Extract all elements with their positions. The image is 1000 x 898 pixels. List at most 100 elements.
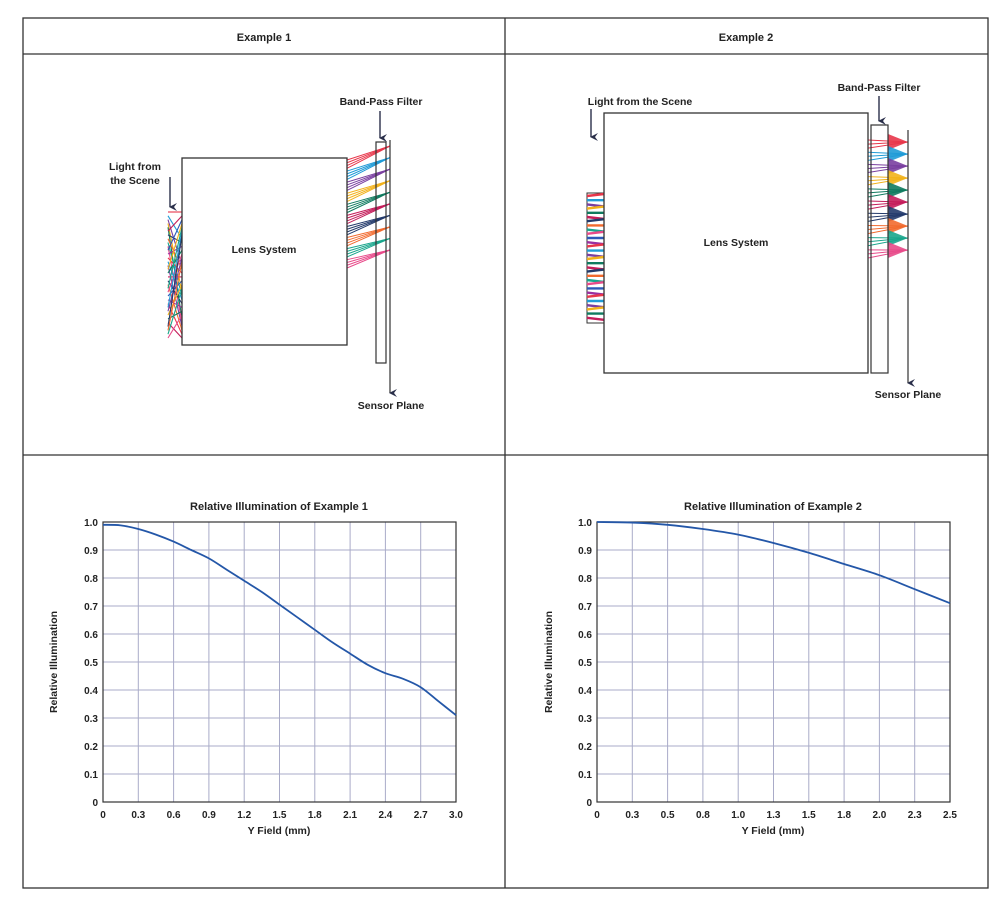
- chart2-plot-frame: [596, 521, 951, 803]
- example1-light-label-line1: Light from: [109, 161, 161, 173]
- chart2-x-tick-label: 0.5: [661, 810, 675, 821]
- example2-header: Example 2: [719, 32, 773, 44]
- chart1-x-axis-label: Y Field (mm): [248, 825, 311, 837]
- example1-input-ray: [167, 288, 183, 335]
- example1-band-pass-label: Band-Pass Filter: [340, 96, 423, 108]
- chart1-x-tick-label: 2.4: [378, 810, 392, 821]
- chart2-y-tick-label: 0.5: [578, 658, 592, 669]
- example1-input-ray: [167, 227, 183, 289]
- chart2-x-tick-label: 0.3: [625, 810, 639, 821]
- example1-output-ray: [346, 249, 391, 269]
- chart1-x-tick-label: 1.5: [273, 810, 287, 821]
- chart1-plot-frame: [102, 521, 457, 803]
- chart2-x-tick-label: 2.5: [943, 810, 957, 821]
- chart1-y-tick-label: 0.7: [84, 602, 98, 613]
- example1-light-label-line2: the Scene: [110, 175, 160, 187]
- example1-output-ray: [346, 191, 391, 214]
- chart1-x-tick-label: 0: [100, 810, 106, 821]
- example1-output-ray: [346, 180, 391, 202]
- chart1-x-tick-label: 2.7: [414, 810, 428, 821]
- chart1-series-line: [102, 523, 457, 716]
- chart2-y-tick-label: 0.3: [578, 714, 592, 725]
- chart2-y-tick-label: 0.6: [578, 630, 592, 641]
- example2-ray-wedge: [888, 134, 908, 150]
- example1-output-ray: [346, 226, 391, 247]
- chart1-y-tick-label: 0.2: [84, 742, 98, 753]
- example2-lens-system-box: [603, 112, 869, 374]
- example1-input-ray: [167, 261, 183, 331]
- example2-ray-wedge: [888, 206, 908, 222]
- example1-input-ray: [167, 219, 183, 251]
- chart1-y-tick-label: 0.3: [84, 714, 98, 725]
- chart1-y-tick-label: 0.5: [84, 658, 98, 669]
- example2-output-rays: [867, 134, 909, 259]
- chart2-y-tick-label: 0: [586, 798, 592, 809]
- example2-ray-wedge: [888, 170, 908, 186]
- example2-light-label: Light from the Scene: [588, 96, 693, 108]
- example2-ray-wedge: [888, 194, 908, 210]
- example1-header: Example 1: [237, 32, 291, 44]
- chart1-x-tick-label: 0.9: [202, 810, 216, 821]
- chart2-x-tick-label: 1.0: [731, 810, 745, 821]
- chart1-x-tick-label: 2.1: [343, 810, 357, 821]
- chart2-gridlines: [597, 522, 950, 802]
- chart2-y-tick-label: 0.1: [578, 770, 592, 781]
- example2-input-ray: [586, 306, 605, 311]
- example1-output-ray: [346, 168, 391, 191]
- chart2-y-tick-label: 0.8: [578, 574, 592, 585]
- example2-ray-wedge: [888, 158, 908, 174]
- example1-input-ray: [167, 257, 183, 312]
- example1-input-ray: [167, 215, 183, 240]
- chart1-y-tick-label: 0.8: [84, 574, 98, 585]
- example2-diagram: Band-Pass Filter Light from the Scene Le…: [586, 82, 942, 401]
- chart2-x-ticks: 0 0.3 0.5 0.8 1.0 1.3 1.5 1.8 2.0 2.3 2.5: [594, 810, 957, 821]
- chart1-y-tick-label: 0.1: [84, 770, 98, 781]
- example1-input-ray: [167, 223, 183, 270]
- example2-input-ray: [586, 205, 605, 210]
- chart2-x-tick-label: 0: [594, 810, 600, 821]
- example2-input-ray: [586, 293, 605, 298]
- example1-input-ray: [167, 249, 183, 274]
- example1-input-rays: [167, 211, 183, 339]
- chart1-y-tick-label: 0.9: [84, 546, 98, 557]
- example2-ray-wedge: [888, 230, 908, 246]
- chart2-x-tick-label: 0.8: [696, 810, 710, 821]
- chart2-y-axis-label: Relative Illumination: [543, 611, 555, 713]
- example2-band-pass-filter: [870, 124, 889, 374]
- example2-input-ray: [586, 192, 605, 198]
- chart1-gridlines: [103, 522, 456, 802]
- example2-lens-label: Lens System: [704, 237, 769, 249]
- example2-ray-wedge: [888, 146, 908, 162]
- chart1-x-tick-label: 1.2: [237, 810, 251, 821]
- example2-input-ray: [586, 243, 605, 248]
- example2-sensor-label: Sensor Plane: [875, 389, 942, 401]
- example1-diagram: Band-Pass Filter Light from the Scene Le…: [109, 96, 424, 412]
- example1-output-ray: [346, 145, 391, 169]
- chart1: Relative Illumination of Example 1 0 0.3 0…: [48, 501, 463, 837]
- example2-input-ray: [586, 230, 605, 235]
- chart1-x-tick-label: 1.8: [308, 810, 322, 821]
- example1-input-ray: [167, 234, 183, 327]
- chart2: Relative Illumination of Example 2 0 0.3 0…: [543, 501, 957, 837]
- example1-output-rays: [346, 145, 391, 269]
- chart1-y-ticks: 0 0.1 0.2 0.3 0.4 0.5 0.6 0.7 0.8 0.9 1.0: [84, 518, 98, 809]
- chart1-y-tick-label: 1.0: [84, 518, 98, 529]
- chart2-x-tick-label: 2.3: [908, 810, 922, 821]
- chart1-x-ticks: 0 0.3 0.6 0.9 1.2 1.5 1.8 2.1 2.4 2.7 3.0: [100, 810, 463, 821]
- example2-ray-wedge: [888, 242, 908, 258]
- example2-input-ray: [586, 218, 605, 223]
- chart2-y-tick-label: 0.9: [578, 546, 592, 557]
- chart1-y-tick-label: 0.4: [84, 686, 98, 697]
- chart2-x-tick-label: 2.0: [872, 810, 886, 821]
- chart1-y-tick-label: 0: [92, 798, 98, 809]
- chart2-x-axis-label: Y Field (mm): [742, 825, 805, 837]
- example1-output-ray: [346, 203, 391, 225]
- chart2-title: Relative Illumination of Example 2: [684, 501, 862, 513]
- example2-input-ray: [586, 281, 605, 286]
- example2-input-rays: [586, 192, 605, 324]
- chart2-x-tick-label: 1.8: [837, 810, 851, 821]
- chart2-y-tick-label: 0.2: [578, 742, 592, 753]
- chart2-x-tick-label: 1.3: [767, 810, 781, 821]
- chart2-x-tick-label: 1.5: [802, 810, 816, 821]
- chart2-y-ticks: 0 0.1 0.2 0.3 0.4 0.5 0.6 0.7 0.8 0.9 1.0: [578, 518, 592, 809]
